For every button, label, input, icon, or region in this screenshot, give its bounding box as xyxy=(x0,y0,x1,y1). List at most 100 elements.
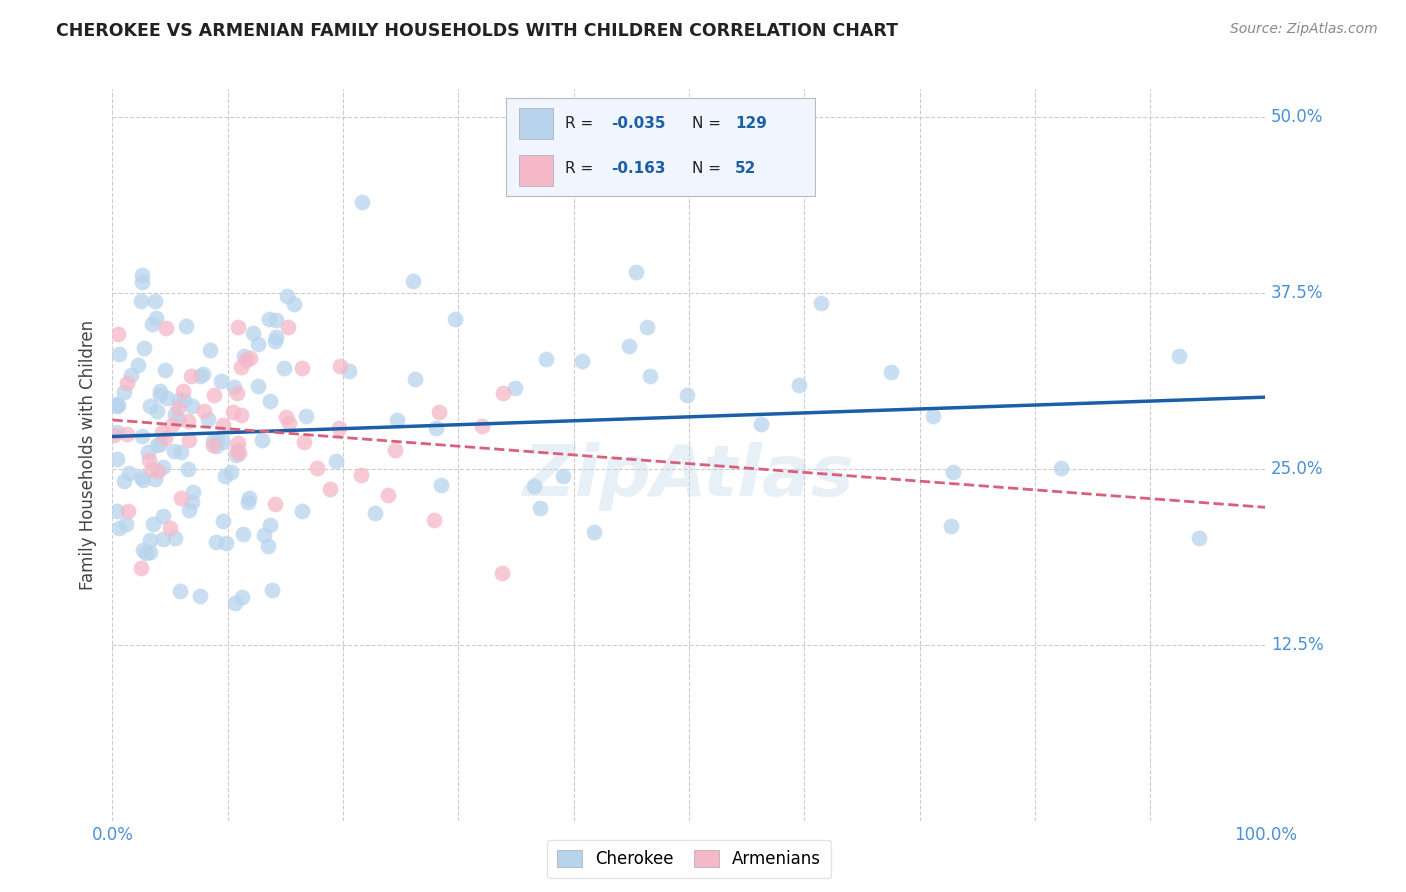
Point xyxy=(226,319,249,334)
Point xyxy=(273,361,295,376)
Point xyxy=(118,466,141,480)
Point xyxy=(1188,531,1211,545)
Text: 50.0%: 50.0% xyxy=(1271,108,1323,127)
Point xyxy=(222,380,245,394)
Point xyxy=(215,535,238,549)
Point xyxy=(143,472,166,486)
Point xyxy=(810,296,832,310)
Point xyxy=(352,195,374,210)
Point xyxy=(150,425,173,439)
Text: R =: R = xyxy=(565,161,598,177)
Point xyxy=(152,533,174,547)
Point xyxy=(262,583,284,598)
Point xyxy=(941,519,963,533)
Point xyxy=(290,360,312,375)
Point xyxy=(105,503,128,517)
Point xyxy=(236,495,259,509)
Point xyxy=(169,392,191,407)
Point xyxy=(131,294,153,309)
Point xyxy=(429,478,451,492)
Point xyxy=(636,320,658,334)
Point xyxy=(503,381,526,395)
Point xyxy=(155,321,177,335)
Point xyxy=(202,434,225,449)
Point xyxy=(177,462,200,476)
Point xyxy=(638,369,661,384)
Point xyxy=(104,397,127,411)
Point xyxy=(292,434,315,449)
Point xyxy=(247,379,270,393)
Point xyxy=(138,453,160,467)
Point xyxy=(264,496,287,510)
Point xyxy=(385,413,408,427)
Point xyxy=(172,384,194,398)
Point xyxy=(256,539,278,553)
Point xyxy=(253,528,276,542)
Point xyxy=(120,368,142,383)
Point xyxy=(491,566,513,580)
Point xyxy=(675,387,697,401)
Text: CHEROKEE VS ARMENIAN FAMILY HOUSEHOLDS WITH CHILDREN CORRELATION CHART: CHEROKEE VS ARMENIAN FAMILY HOUSEHOLDS W… xyxy=(56,22,898,40)
Text: ZipAtlas: ZipAtlas xyxy=(523,442,855,511)
Point xyxy=(105,425,128,439)
Point xyxy=(239,351,262,365)
Point xyxy=(221,465,243,479)
Point xyxy=(131,429,153,443)
Point xyxy=(350,468,373,483)
Point xyxy=(209,375,232,389)
Point xyxy=(329,359,352,373)
Point xyxy=(551,468,574,483)
Text: 37.5%: 37.5% xyxy=(1271,285,1323,302)
Point xyxy=(149,437,172,451)
Point xyxy=(180,495,202,509)
Point xyxy=(170,445,193,459)
Point xyxy=(103,428,125,442)
Point xyxy=(163,444,186,458)
Point xyxy=(444,312,467,326)
Point xyxy=(232,527,254,541)
Point xyxy=(787,378,810,392)
Point xyxy=(179,433,201,447)
Point xyxy=(205,434,228,448)
Point xyxy=(180,369,202,384)
Point xyxy=(117,504,139,518)
Text: 129: 129 xyxy=(735,116,766,131)
Point xyxy=(152,459,174,474)
Point xyxy=(617,339,640,353)
Point xyxy=(205,439,228,453)
Point xyxy=(188,368,211,383)
Point xyxy=(107,326,129,341)
Point xyxy=(132,341,155,355)
Point xyxy=(167,401,190,416)
Point xyxy=(222,405,245,419)
Point xyxy=(942,465,965,479)
Point xyxy=(529,500,551,515)
Point xyxy=(155,431,177,445)
Point xyxy=(108,521,131,535)
Point xyxy=(427,405,450,419)
Point xyxy=(228,446,250,460)
Legend: Cherokee, Armenians: Cherokee, Armenians xyxy=(547,840,831,878)
Point xyxy=(235,352,257,367)
Text: 52: 52 xyxy=(735,161,756,177)
Point xyxy=(377,488,399,502)
Point xyxy=(921,409,943,424)
Point xyxy=(276,409,298,424)
Text: 25.0%: 25.0% xyxy=(1271,460,1323,478)
Point xyxy=(226,386,249,401)
Point xyxy=(149,388,172,402)
Point xyxy=(188,589,211,603)
Point xyxy=(384,442,406,457)
Point xyxy=(139,533,162,548)
Point xyxy=(153,363,176,377)
Text: -0.163: -0.163 xyxy=(612,161,666,177)
Point xyxy=(107,347,129,361)
Point xyxy=(492,385,515,400)
Point xyxy=(404,372,426,386)
Point xyxy=(264,313,287,327)
Point xyxy=(145,310,167,325)
Text: -0.035: -0.035 xyxy=(612,116,666,131)
Point xyxy=(259,518,281,533)
Point xyxy=(1049,461,1071,475)
Point xyxy=(259,393,281,408)
